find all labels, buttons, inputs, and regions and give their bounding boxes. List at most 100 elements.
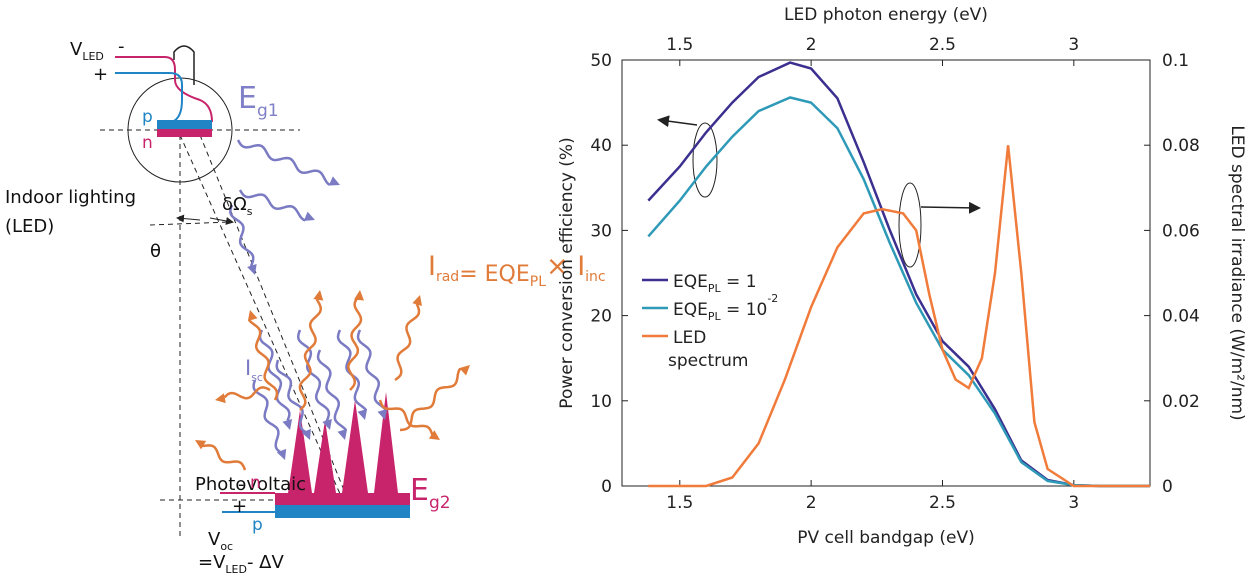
photon-head xyxy=(337,429,348,440)
diagram: VLED - + p n Eg1 Indoor lighting (LED) δ… xyxy=(5,36,606,573)
pv-texture xyxy=(288,392,398,493)
annotation-ellipse xyxy=(692,122,718,198)
v-led-label: VLED xyxy=(70,39,104,63)
photon-head xyxy=(459,365,470,376)
p-label: p xyxy=(142,107,153,127)
y2-tick-label: 0.06 xyxy=(1162,221,1200,241)
legend-label: EQEPL = 10-2 xyxy=(673,292,778,323)
photon-head xyxy=(322,418,332,430)
legend-text: EQE xyxy=(673,272,708,292)
y2-tick-label: 0 xyxy=(1162,477,1173,497)
y2-tick-label: 0.1 xyxy=(1162,51,1189,71)
x2-tick-label: 2.5 xyxy=(929,35,956,55)
x-axis-title: PV cell bandgap (eV) xyxy=(797,528,974,548)
photon xyxy=(399,367,462,432)
photon xyxy=(298,298,323,411)
y2-tick-label: 0.02 xyxy=(1162,392,1200,412)
dashed-line xyxy=(149,221,231,226)
photon xyxy=(236,139,331,186)
photon-head xyxy=(282,419,293,430)
photon-head xyxy=(354,290,364,301)
isc-label: Isc xyxy=(245,356,263,384)
plus: + xyxy=(232,496,247,517)
photon-head xyxy=(195,440,207,450)
y2-axis-title: LED spectral irradiance (W/m²/nm) xyxy=(1227,125,1247,420)
photon xyxy=(296,329,331,423)
voc-label: Voc xyxy=(208,529,233,553)
photon xyxy=(275,359,308,434)
indoor-label: (LED) xyxy=(5,216,54,237)
photon xyxy=(378,399,434,437)
y-tick-label: 0 xyxy=(601,477,612,497)
series-line xyxy=(648,145,1150,488)
y-tick-label: 40 xyxy=(590,136,612,156)
legend-label: EQEPL = 1 xyxy=(673,272,757,295)
photon xyxy=(394,302,421,382)
n-label: n xyxy=(142,133,153,153)
theta-label: θ xyxy=(150,241,161,262)
n-layer xyxy=(275,493,410,505)
x-tick-label: 2 xyxy=(806,493,817,513)
x2-tick-label: 1.5 xyxy=(666,35,693,55)
photon xyxy=(200,444,247,471)
photon-head xyxy=(357,409,368,420)
p-label: p xyxy=(252,515,263,535)
x-tick-label: 1.5 xyxy=(666,493,693,513)
legend-text: spectrum xyxy=(668,351,748,371)
legend-text: -2 xyxy=(767,292,778,305)
photon xyxy=(229,204,255,267)
y-axis-title: Power conversion efficiency (%) xyxy=(557,137,577,408)
legend-text: PL xyxy=(708,310,722,323)
photon xyxy=(258,329,291,421)
wire xyxy=(115,72,183,123)
photon-head xyxy=(247,310,258,321)
photon-head xyxy=(215,393,226,404)
x2-tick-label: 3 xyxy=(1068,35,1079,55)
minus: - xyxy=(118,36,125,57)
dashed-line xyxy=(179,134,346,506)
annotation-ellipse xyxy=(898,182,922,268)
y-tick-label: 50 xyxy=(590,51,612,71)
photon-head xyxy=(428,430,440,440)
eg2-label: Eg2 xyxy=(410,473,451,513)
plus: + xyxy=(93,64,108,85)
i-rad-label: Irad= EQEPL× Iinc xyxy=(428,251,606,290)
photon-head xyxy=(247,263,257,275)
legend-text: = 10 xyxy=(721,300,768,320)
photon xyxy=(347,297,363,391)
dashed-line xyxy=(199,134,351,506)
n-layer xyxy=(157,129,212,137)
legend-text: LED xyxy=(673,328,706,348)
eg1-label: Eg1 xyxy=(238,81,279,121)
annotation-arrow xyxy=(920,201,981,214)
wire xyxy=(173,45,195,85)
p-layer xyxy=(275,505,410,518)
legend-text: EQE xyxy=(673,300,708,320)
series-line xyxy=(647,96,1150,488)
photon xyxy=(248,319,279,401)
photon xyxy=(252,379,281,453)
arrow xyxy=(176,214,201,223)
x2-tick-label: 2 xyxy=(806,35,817,55)
indoor-label: Indoor lighting xyxy=(5,187,136,208)
annotation-arrow xyxy=(657,115,698,128)
legend-label: spectrum xyxy=(668,351,748,371)
minus: - xyxy=(238,474,245,495)
photon-head xyxy=(276,448,287,460)
photon-head xyxy=(313,290,324,301)
n-label: n xyxy=(250,473,261,493)
photon xyxy=(238,189,306,222)
photon-head xyxy=(301,428,311,440)
legend-text: = 1 xyxy=(721,272,757,292)
y-tick-label: 30 xyxy=(590,221,612,241)
x2-axis-title: LED photon energy (eV) xyxy=(784,5,988,25)
x-tick-label: 2.5 xyxy=(929,493,956,513)
y-tick-label: 20 xyxy=(590,307,612,327)
x-tick-label: 3 xyxy=(1068,493,1079,513)
pv-label: Photovoltaic xyxy=(195,474,306,495)
wire xyxy=(115,56,213,123)
y-tick-label: 10 xyxy=(590,392,612,412)
solid-angle-label: δΩs xyxy=(222,194,253,218)
voc-formula: =VLED- ΔV xyxy=(198,552,284,573)
